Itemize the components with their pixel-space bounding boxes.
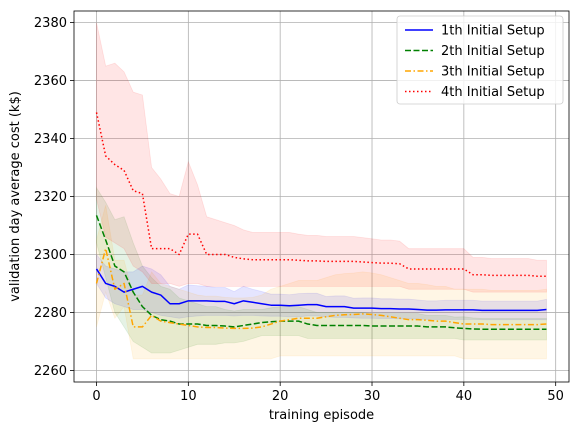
legend-label: 2th Initial Setup — [441, 44, 545, 59]
y-axis-label: validation day average cost (k$) — [8, 91, 23, 302]
confidence-band — [96, 253, 547, 321]
x-tick-label: 20 — [272, 389, 289, 404]
confidence-band — [96, 186, 547, 354]
x-tick-label: 0 — [92, 389, 100, 404]
series-line — [95, 268, 547, 312]
series-line — [95, 247, 547, 330]
x-tick-label: 50 — [547, 389, 564, 404]
y-tick-label: 2260 — [34, 364, 67, 379]
legend-label: 1th Initial Setup — [441, 24, 545, 39]
x-tick-label: 40 — [456, 389, 473, 404]
legend-box — [396, 15, 564, 105]
x-tick-label: 10 — [180, 389, 197, 404]
legend-label: 3th Initial Setup — [441, 65, 545, 80]
y-tick-label: 2320 — [34, 190, 67, 205]
y-tick-label: 2360 — [34, 74, 67, 89]
legend-label: 4th Initial Setup — [441, 85, 545, 100]
confidence-band — [96, 22, 547, 293]
x-axis-label: training episode — [269, 408, 374, 423]
grid — [74, 11, 569, 382]
axis-ticks: 0 10 20 30 40 50 2260 2280 2300 2320 2340 2360 2380 — [34, 16, 564, 404]
series-line — [95, 215, 547, 330]
legend: 1th Initial Setup 2th Initial Setup 3th In… — [396, 15, 564, 105]
y-tick-label: 2340 — [34, 132, 67, 147]
x-tick-label: 30 — [364, 389, 381, 404]
y-tick-label: 2300 — [34, 248, 67, 263]
y-tick-label: 2380 — [34, 16, 67, 31]
y-tick-label: 2280 — [34, 306, 67, 321]
series-lines — [95, 112, 547, 330]
